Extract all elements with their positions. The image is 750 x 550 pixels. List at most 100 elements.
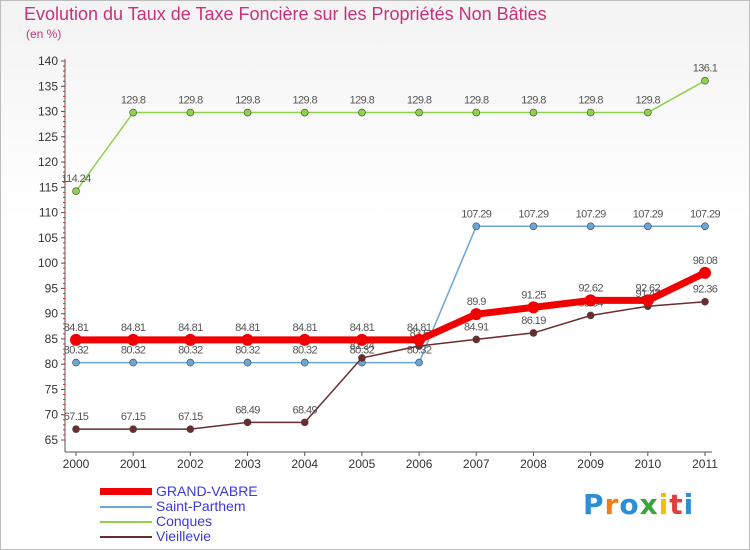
data-point-conques <box>186 108 195 117</box>
series-line-vieillevie <box>75 300 706 430</box>
x-tick-label: 2009 <box>577 457 604 471</box>
x-tick-label: 2005 <box>349 457 376 471</box>
data-label-vieillevie: 86.19 <box>521 315 546 327</box>
logo-letter: x <box>639 488 659 521</box>
data-point-conques <box>701 76 709 85</box>
data-label-conques: 129.8 <box>407 95 432 107</box>
data-point-vieillevie <box>243 418 252 427</box>
data-label-saint-parthem: 107.29 <box>461 208 492 220</box>
data-point-vieillevie <box>529 329 538 337</box>
y-tick-label: 120 <box>38 155 58 169</box>
y-tick-label: 75 <box>45 382 59 396</box>
data-point-grand-vabre <box>584 294 597 307</box>
data-label-saint-parthem: 80.32 <box>350 345 375 357</box>
data-label-vieillevie: 67.15 <box>64 411 89 423</box>
data-label-grand-vabre: 84.81 <box>121 322 146 334</box>
data-label-vieillevie: 68.49 <box>292 404 317 416</box>
data-label-vieillevie: 68.49 <box>235 404 260 416</box>
data-label-vieillevie: 92.36 <box>693 284 718 296</box>
logo-letter: i <box>658 488 670 521</box>
data-point-grand-vabre <box>184 333 197 346</box>
data-label-conques: 114.24 <box>61 173 91 185</box>
data-label-grand-vabre: 92.62 <box>578 282 603 294</box>
data-point-grand-vabre <box>355 333 368 346</box>
logo-letter: i <box>683 488 695 521</box>
data-point-saint-parthem <box>415 358 423 367</box>
data-label-vieillevie: 67.15 <box>121 411 146 423</box>
data-point-grand-vabre <box>127 333 140 346</box>
data-point-saint-parthem <box>586 222 595 231</box>
data-point-grand-vabre <box>699 266 711 279</box>
data-label-saint-parthem: 80.32 <box>292 345 317 357</box>
y-tick-label: 70 <box>45 408 59 422</box>
legend-label: Conques <box>156 513 213 529</box>
data-point-saint-parthem <box>644 222 652 231</box>
data-label-grand-vabre: 84.81 <box>292 322 317 334</box>
data-label-saint-parthem: 107.29 <box>576 208 607 220</box>
data-point-saint-parthem <box>472 222 481 231</box>
y-tick-label: 130 <box>38 105 58 119</box>
data-label-conques: 129.8 <box>464 95 489 107</box>
x-tick-label: 2001 <box>120 457 147 471</box>
data-point-conques <box>415 108 423 117</box>
data-point-conques <box>358 108 366 117</box>
data-point-conques <box>529 108 538 117</box>
legend-label: GRAND-VABRE <box>156 483 258 499</box>
data-point-saint-parthem <box>186 358 195 367</box>
data-point-conques <box>72 187 80 195</box>
data-point-conques <box>472 108 481 117</box>
logo-letter: P <box>583 488 605 521</box>
x-tick-label: 2000 <box>63 457 90 471</box>
data-label-conques: 136.1 <box>693 63 718 75</box>
data-label-saint-parthem: 107.29 <box>518 208 549 220</box>
y-tick-label: 125 <box>38 130 58 144</box>
x-tick-label: 2004 <box>291 457 318 471</box>
data-label-vieillevie: 67.15 <box>178 411 203 423</box>
data-label-grand-vabre: 84.81 <box>235 322 260 334</box>
x-tick-label: 2007 <box>463 457 490 471</box>
y-tick-label: 85 <box>45 332 59 346</box>
data-point-grand-vabre <box>241 333 254 346</box>
data-point-saint-parthem <box>243 358 252 367</box>
data-point-conques <box>300 108 309 117</box>
data-label-grand-vabre: 84.81 <box>64 322 89 334</box>
data-point-grand-vabre <box>641 294 654 307</box>
data-point-conques <box>243 108 252 117</box>
x-tick-label: 2002 <box>177 457 204 471</box>
data-point-vieillevie <box>300 418 309 427</box>
data-point-vieillevie <box>129 425 137 433</box>
data-label-grand-vabre: 91.25 <box>521 289 546 301</box>
x-tick-label: 2006 <box>406 457 433 471</box>
logo-letter: o <box>619 488 640 521</box>
data-point-vieillevie <box>358 354 366 362</box>
series-line-conques <box>75 79 706 192</box>
data-point-vieillevie <box>701 297 709 306</box>
data-label-saint-parthem: 80.32 <box>235 345 260 357</box>
data-label-grand-vabre: 84.81 <box>350 322 375 334</box>
data-point-grand-vabre <box>470 308 483 321</box>
y-tick-label: 110 <box>39 206 58 220</box>
data-label-grand-vabre: 89.9 <box>467 296 486 308</box>
y-tick-label: 115 <box>39 180 58 194</box>
y-tick-label: 105 <box>38 231 58 245</box>
data-label-saint-parthem: 80.32 <box>178 345 203 357</box>
y-tick-label: 135 <box>38 79 58 93</box>
x-tick-label: 2011 <box>692 457 718 471</box>
data-label-conques: 129.8 <box>178 95 203 107</box>
data-point-saint-parthem <box>129 358 137 367</box>
data-point-conques <box>586 108 595 117</box>
data-label-conques: 129.8 <box>578 95 603 107</box>
y-tick-label: 95 <box>45 281 59 295</box>
data-label-saint-parthem: 80.32 <box>121 345 146 357</box>
data-point-vieillevie <box>472 335 481 344</box>
data-point-saint-parthem <box>529 222 538 231</box>
logo-letter: t <box>669 488 684 521</box>
data-label-saint-parthem: 107.29 <box>690 208 721 220</box>
x-tick-label: 2003 <box>234 457 261 471</box>
data-point-saint-parthem <box>300 358 309 367</box>
x-tick-label: 2008 <box>520 457 547 471</box>
data-label-conques: 129.8 <box>521 95 546 107</box>
data-label-grand-vabre: 84.81 <box>407 322 432 334</box>
